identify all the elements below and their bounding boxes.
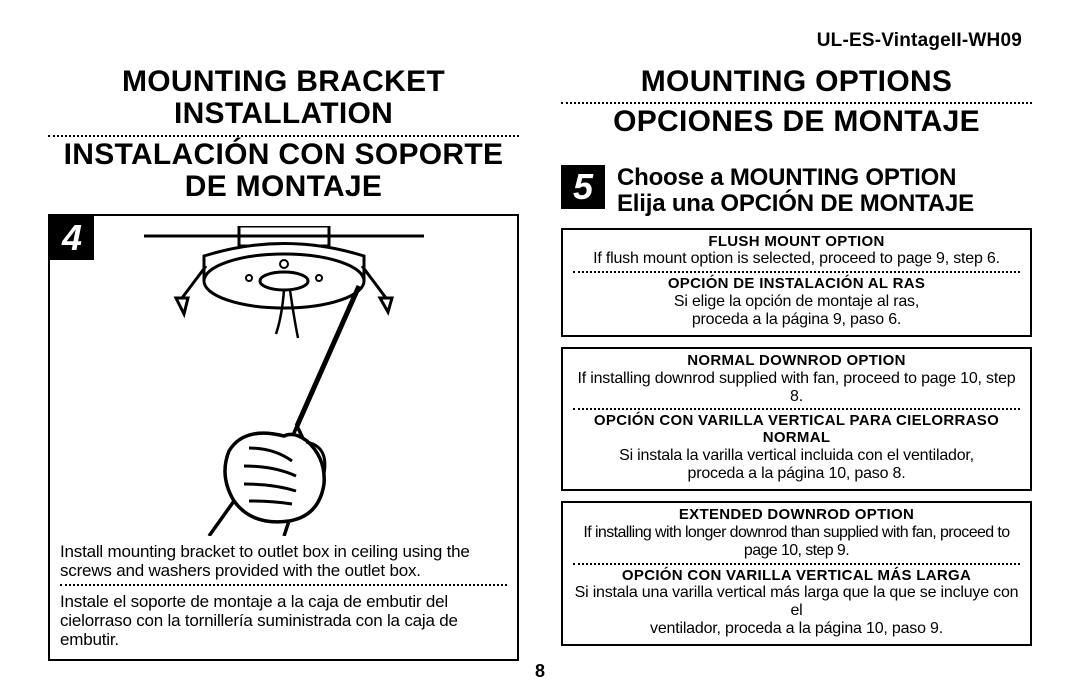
step5-head-en: Choose a MOUNTING OPTION <box>617 165 1032 191</box>
right-column: MOUNTING OPTIONS OPCIONES DE MONTAJE 5 C… <box>561 66 1032 661</box>
option1-body-en: If flush mount option is selected, proce… <box>573 250 1020 273</box>
right-title-en: MOUNTING OPTIONS <box>561 66 1032 104</box>
step4-body-es: Instale el soporte de montaje a la caja … <box>60 592 507 649</box>
step5-titles: Choose a MOUNTING OPTION Elija una OPCIÓ… <box>617 165 1032 218</box>
option2-body-en: If installing downrod supplied with fan,… <box>573 370 1020 411</box>
page-number: 8 <box>0 661 1080 682</box>
option2-body-es-l2: proceda a la página 10, paso 8. <box>573 465 1020 483</box>
step5-head-es: Elija una OPCIÓN DE MONTAJE <box>617 191 1032 217</box>
option3-body-en: If installing with longer downrod than s… <box>573 524 1020 565</box>
left-section-title: MOUNTING BRACKET INSTALLATION INSTALACIÓ… <box>48 66 519 204</box>
left-title-es-l1: INSTALACIÓN CON SOPORTE <box>48 139 519 171</box>
step4-box: 4 <box>48 214 519 661</box>
option-flush: FLUSH MOUNT OPTION If flush mount option… <box>561 228 1032 337</box>
doc-code: UL-ES-VintageII-WH09 <box>817 30 1022 52</box>
step4-body-en: Install mounting bracket to outlet box i… <box>60 542 507 586</box>
option3-body-es-l1: Si instala una varilla vertical más larg… <box>573 584 1020 620</box>
option-extended-downrod: EXTENDED DOWNROD OPTION If installing wi… <box>561 501 1032 646</box>
left-column: MOUNTING BRACKET INSTALLATION INSTALACIÓ… <box>48 66 519 661</box>
step4-illustration <box>60 226 507 536</box>
option3-body-es-l2: ventilador, proceda a la página 10, paso… <box>573 620 1020 638</box>
step5-header: 5 Choose a MOUNTING OPTION Elija una OPC… <box>561 165 1032 218</box>
option3-title-en: EXTENDED DOWNROD OPTION <box>573 507 1020 524</box>
option1-title-en: FLUSH MOUNT OPTION <box>573 234 1020 251</box>
right-section-title: MOUNTING OPTIONS OPCIONES DE MONTAJE <box>561 66 1032 139</box>
option1-body-es-l1: Si elige la opción de montaje al ras, <box>573 293 1020 311</box>
option1-title-es: OPCIÓN DE INSTALACIÓN AL RAS <box>573 276 1020 293</box>
option1-body-es-l2: proceda a la página 9, paso 6. <box>573 311 1020 329</box>
columns: MOUNTING BRACKET INSTALLATION INSTALACIÓ… <box>48 66 1032 661</box>
option2-body-es-l1: Si instala la varilla vertical incluida … <box>573 447 1020 465</box>
step4-text: Install mounting bracket to outlet box i… <box>60 542 507 649</box>
option3-title-es: OPCIÓN CON VARILLA VERTICAL MÁS LARGA <box>573 568 1020 585</box>
option2-title-en: NORMAL DOWNROD OPTION <box>573 353 1020 370</box>
step4-number: 4 <box>50 216 94 260</box>
option-normal-downrod: NORMAL DOWNROD OPTION If installing down… <box>561 347 1032 491</box>
step5-number: 5 <box>561 165 605 209</box>
right-title-es: OPCIONES DE MONTAJE <box>561 106 1032 138</box>
left-title-es-l2: DE MONTAJE <box>48 171 519 203</box>
option2-title-es: OPCIÓN CON VARILLA VERTICAL PARA CIELORR… <box>573 413 1020 447</box>
left-title-en: MOUNTING BRACKET INSTALLATION <box>48 66 519 137</box>
